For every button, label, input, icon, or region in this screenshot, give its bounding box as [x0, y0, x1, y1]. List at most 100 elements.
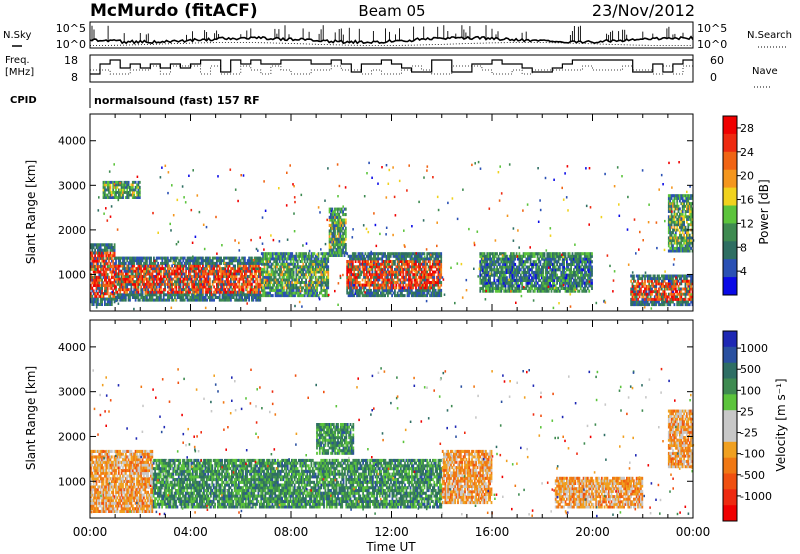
- echo-cell: [364, 273, 367, 277]
- echo-cell: [235, 282, 238, 286]
- echo-cell: [169, 293, 172, 297]
- echo-cell: [146, 282, 148, 286]
- echo-cell: [506, 265, 508, 269]
- echo-cell: [303, 257, 306, 261]
- echo-cell: [102, 262, 105, 266]
- echo-cell: [140, 296, 143, 299]
- echo-cell: [528, 278, 531, 282]
- echo-cell: [480, 273, 483, 277]
- echo-cell: [196, 267, 199, 271]
- echo-cell: [124, 261, 127, 265]
- echo-cell: [154, 282, 157, 286]
- echo-cell: [415, 257, 417, 261]
- echo-cell: [515, 268, 518, 272]
- echo-cell: [228, 272, 231, 276]
- echo-cell: [392, 270, 395, 274]
- echo-cell: [210, 272, 213, 276]
- echo-cell: [292, 257, 295, 261]
- echo-cell: [332, 210, 335, 214]
- echo-cell: [197, 280, 200, 284]
- echo-cell: [168, 288, 171, 292]
- echo-cell: [310, 288, 313, 292]
- echo-cell: [354, 288, 357, 292]
- echo-cell: [174, 275, 176, 278]
- echo-cell: [508, 273, 511, 277]
- echo-cell: [162, 256, 165, 260]
- echo-cell: [124, 277, 127, 281]
- echo-cell: [493, 254, 496, 258]
- echo-cell: [356, 286, 358, 290]
- echo-cell: [280, 294, 282, 298]
- echo-cell: [398, 254, 400, 258]
- echo-cell: [120, 277, 123, 281]
- echo-cell: [663, 279, 666, 283]
- echo-cell: [218, 256, 221, 260]
- echo-cell: [97, 286, 99, 290]
- echo-cell: [566, 260, 568, 264]
- echo-cell: [228, 290, 231, 294]
- echo-cell: [423, 273, 426, 277]
- echo-cell: [307, 291, 310, 295]
- echo-cell: [137, 261, 140, 265]
- echo-cell: [294, 294, 296, 298]
- echo-cell: [178, 288, 180, 292]
- echo-cell: [207, 288, 210, 292]
- echo-cell: [389, 270, 392, 274]
- echo-cell: [157, 282, 159, 286]
- echo-cell: [130, 288, 133, 292]
- echo-cell: [134, 296, 137, 299]
- echo-cell: [500, 278, 503, 282]
- echo-cell: [309, 262, 312, 266]
- echo-cell: [179, 267, 182, 271]
- echo-cell: [552, 254, 554, 258]
- echo-cell: [112, 297, 115, 301]
- echo-cell: [388, 262, 391, 266]
- echo-cell: [524, 286, 526, 290]
- echo-cell: [483, 281, 486, 285]
- echo-cell: [188, 277, 190, 281]
- echo-cell: [95, 275, 98, 279]
- echo-cell: [535, 286, 538, 290]
- echo-cell: [511, 281, 514, 285]
- echo-cell: [148, 275, 151, 278]
- echo-cell: [97, 246, 99, 250]
- echo-cell: [433, 262, 436, 266]
- echo-cell: [225, 285, 228, 289]
- echo-cell: [398, 257, 400, 261]
- echo-cell: [106, 254, 109, 258]
- echo-cell: [102, 281, 105, 285]
- echo-cell: [270, 273, 273, 277]
- echo-cell: [158, 282, 161, 286]
- echo-cell: [420, 273, 423, 277]
- echo-cell: [108, 256, 110, 260]
- echo-cell: [269, 252, 271, 256]
- echo-cell: [545, 284, 547, 288]
- echo-cell: [375, 291, 378, 295]
- echo-cell: [402, 283, 405, 287]
- echo-cell: [168, 296, 171, 299]
- echo-cell: [92, 265, 95, 269]
- echo-cell: [515, 276, 518, 280]
- echo-cell: [381, 252, 384, 256]
- echo-cell: [113, 248, 116, 252]
- echo-cell: [256, 282, 259, 286]
- echo-cell: [420, 267, 423, 271]
- echo-cell: [440, 270, 443, 274]
- echo-cell: [409, 291, 412, 295]
- echo-cell: [419, 294, 422, 298]
- echo-cell: [112, 275, 115, 279]
- echo-cell: [172, 256, 175, 260]
- echo-cell: [313, 281, 316, 284]
- echo-cell: [358, 257, 361, 261]
- echo-cell: [256, 298, 259, 302]
- echo-cell: [223, 296, 225, 299]
- echo-cell: [344, 245, 347, 249]
- echo-cell: [339, 218, 342, 222]
- echo-cell: [256, 296, 259, 299]
- echo-cell: [192, 298, 194, 302]
- echo-cell: [568, 257, 571, 261]
- echo-cell: [331, 234, 334, 238]
- echo-cell: [419, 275, 422, 279]
- echo-cell: [263, 278, 266, 282]
- echo-cell: [334, 240, 336, 244]
